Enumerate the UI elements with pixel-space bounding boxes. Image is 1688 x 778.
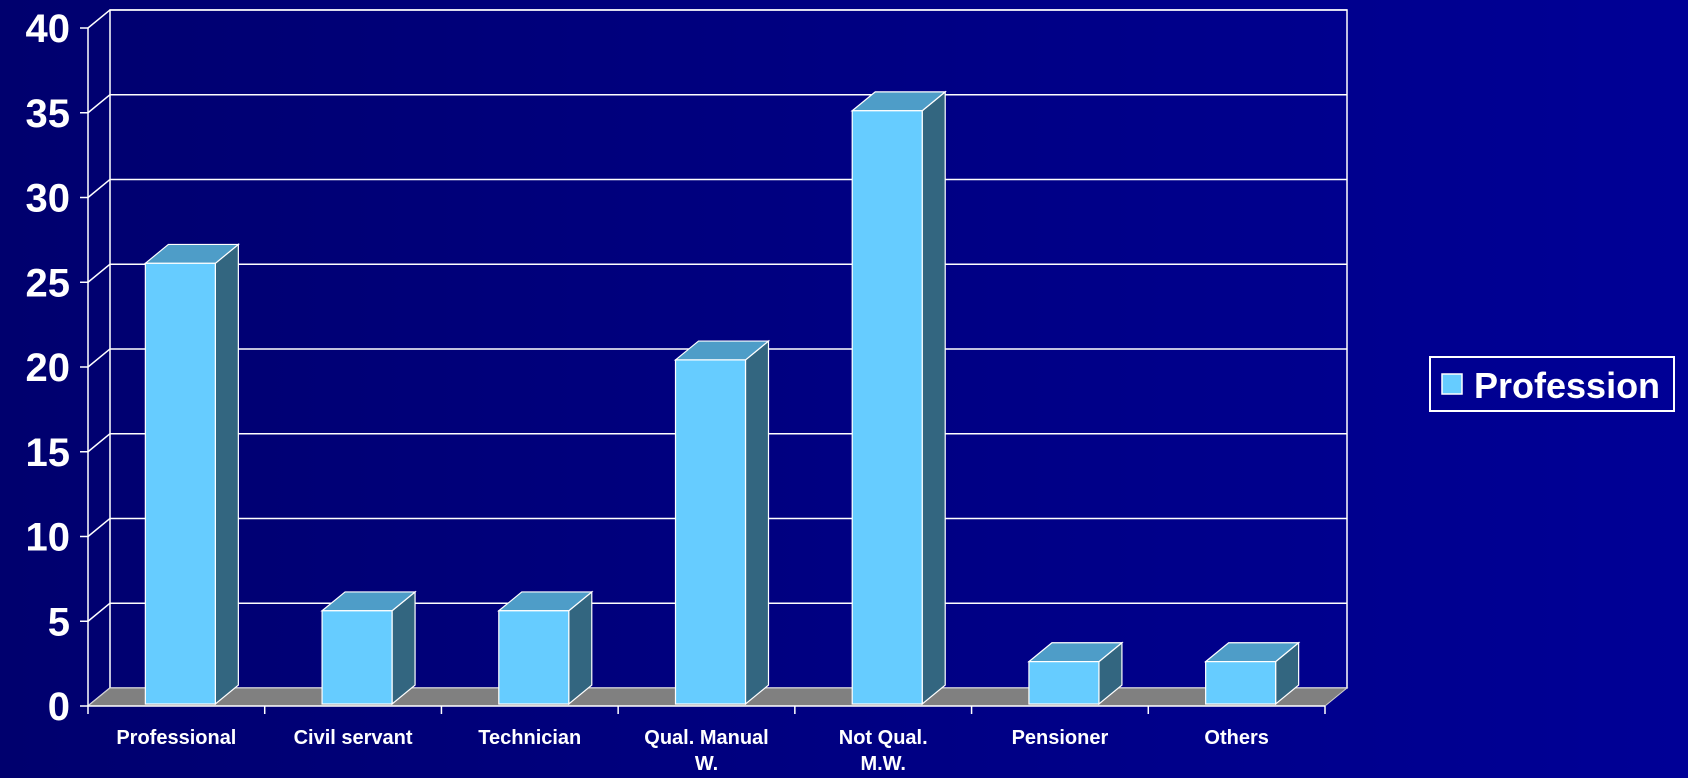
legend: Profession [1429,356,1675,412]
gridline-25 [87,263,1347,283]
y-tick-label-0: 0 [48,685,70,729]
x-tick-labels: Professional Civil servant Technician Qual.… [116,727,1269,775]
y-tick-label-40: 40 [26,7,71,51]
x-tick-label-4: Qual. Manual W. [644,727,768,775]
bar-2 [320,590,417,706]
bar-front [851,110,923,705]
gridline-40 [87,9,1347,29]
bar-front [1028,661,1100,705]
bar-front [674,359,747,705]
legend-swatch-profession [1441,373,1463,395]
bar-front [321,610,393,705]
bar-side [391,590,416,706]
bar-7 [1203,641,1301,706]
bar-6 [1027,641,1124,706]
bar-front [498,610,570,705]
bar-4 [673,339,771,706]
y-tick-label-20: 20 [26,346,71,390]
x-tick-label-2: Civil servant [294,727,413,749]
bar-side [568,590,593,706]
gridline-35 [87,93,1347,114]
legend-label-profession: Profession [1474,365,1660,406]
bar-side [921,90,946,706]
y-tick-label-25: 25 [26,261,71,305]
bar-front [144,262,216,705]
bar-side [744,339,770,706]
y-tick-labels: 0 5 10 15 20 25 30 35 40 [26,7,71,729]
y-tick-label-35: 35 [26,92,71,136]
bar-front [1205,661,1277,705]
bar-5 [850,90,947,706]
x-tick-label-7: Others [1204,727,1268,749]
y-tick-label-10: 10 [26,516,71,560]
bar-1 [143,243,241,706]
x-tick-label-6: Pensioner [1012,727,1109,749]
x-tick-label-3: Technician [478,727,581,749]
bar-3 [497,590,594,706]
x-tick-label-1: Professional [116,727,236,749]
y-tick-label-15: 15 [26,431,71,475]
gridline-30 [87,178,1347,199]
axes [80,27,1326,714]
y-tick-label-5: 5 [48,600,70,644]
x-tick-label-5: Not Qual. M.W. [839,727,928,775]
bar-side [214,243,239,706]
legend-box [1429,356,1675,412]
bars [143,90,1301,706]
y-tick-label-30: 30 [26,177,71,221]
